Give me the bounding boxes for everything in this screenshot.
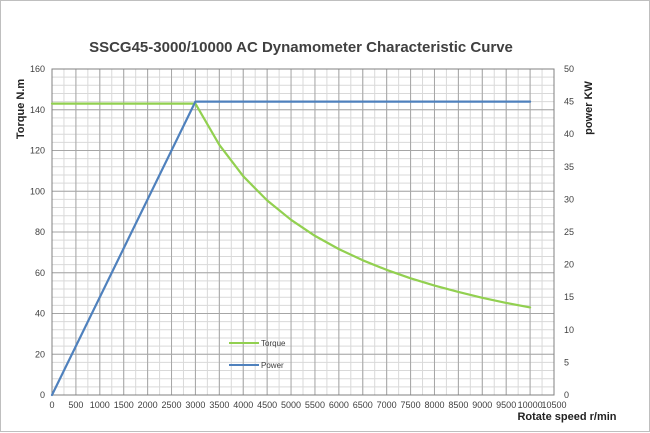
y2-tick-label: 45 [564, 97, 574, 107]
plot-area-border [51, 68, 555, 396]
y-tick-label: 160 [30, 64, 45, 74]
x-tick-label: 1000 [90, 400, 110, 410]
series-line-power [50, 100, 532, 397]
x-tick-label: 4000 [233, 400, 253, 410]
x-tick-label: 6000 [329, 400, 349, 410]
y2-axis-tick-labels: 0 5 10 15 20 25 30 35 40 45 50 [564, 64, 574, 400]
x-tick-label: 2500 [162, 400, 182, 410]
y-tick-label: 140 [30, 105, 45, 115]
x-tick-label: 5500 [305, 400, 325, 410]
x-tick-label: 7000 [377, 400, 397, 410]
y-tick-label: 60 [35, 268, 45, 278]
y-tick-label: 100 [30, 186, 45, 196]
x-tick-label: 3500 [209, 400, 229, 410]
y-tick-label: 80 [35, 227, 45, 237]
x-tick-label: 2000 [138, 400, 158, 410]
y2-tick-label: 30 [564, 194, 574, 204]
x-tick-label: 6500 [353, 400, 373, 410]
x-tick-label: 3000 [185, 400, 205, 410]
series-layer [50, 100, 532, 397]
x-tick-label: 10000 [518, 400, 543, 410]
chart-title: SSCG45-3000/10000 AC Dynamometer Charact… [89, 39, 513, 56]
y-axis-title: Torque N.m [15, 79, 27, 140]
legend-label-power: Power [261, 361, 284, 370]
x-tick-label: 5000 [281, 400, 301, 410]
y2-tick-label: 25 [564, 227, 574, 237]
y-tick-label: 0 [40, 390, 45, 400]
y2-tick-label: 20 [564, 260, 574, 270]
y2-tick-label: 10 [564, 325, 574, 335]
x-tick-label: 7500 [401, 400, 421, 410]
x-axis-title: Rotate speed r/min [517, 411, 616, 423]
y-tick-label: 20 [35, 349, 45, 359]
x-tick-label: 8000 [424, 400, 444, 410]
y2-tick-label: 15 [564, 292, 574, 302]
legend-label-torque: Torque [261, 339, 286, 348]
x-tick-label: 1500 [114, 400, 134, 410]
y2-axis-title: power KW [583, 80, 595, 134]
legend: Torque Power [229, 339, 286, 370]
y2-tick-label: 0 [564, 390, 569, 400]
y2-tick-label: 5 [564, 357, 569, 367]
x-tick-label: 9000 [472, 400, 492, 410]
y-tick-label: 120 [30, 146, 45, 156]
y-axis-tick-labels: 0 20 40 60 80 100 120 140 160 [30, 64, 45, 400]
x-axis-tick-labels: 0 500 1000 1500 2000 2500 3000 3500 4000 4500 5000… [49, 400, 566, 410]
y2-tick-label: 35 [564, 162, 574, 172]
x-tick-label: 9500 [496, 400, 516, 410]
y2-tick-label: 50 [564, 64, 574, 74]
y-tick-label: 40 [35, 309, 45, 319]
x-tick-label: 500 [68, 400, 83, 410]
y2-tick-label: 40 [564, 129, 574, 139]
series-line-torque [50, 102, 532, 309]
x-tick-label: 10500 [541, 400, 566, 410]
x-tick-label: 0 [49, 400, 54, 410]
x-tick-label: 8500 [448, 400, 468, 410]
x-tick-label: 4500 [257, 400, 277, 410]
